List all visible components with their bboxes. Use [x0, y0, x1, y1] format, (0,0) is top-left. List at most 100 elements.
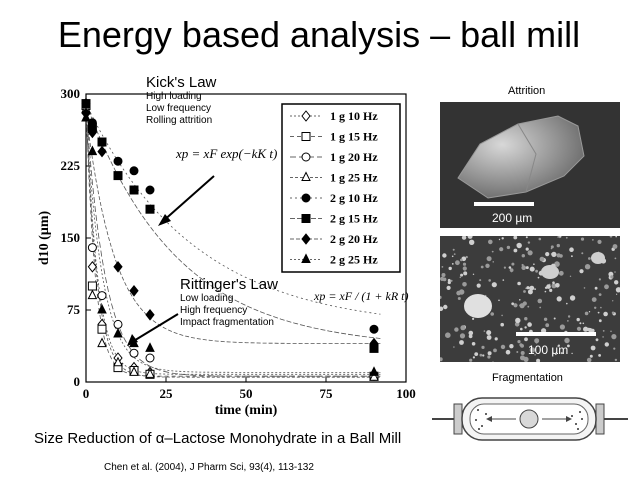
particle	[534, 354, 536, 356]
particle	[533, 263, 535, 265]
particle	[538, 237, 542, 241]
particle	[552, 281, 555, 284]
data-point	[97, 291, 107, 301]
x-axis-label: time (min)	[215, 403, 278, 418]
particle	[441, 273, 446, 277]
kick-heading: Kick's Law	[146, 74, 217, 91]
particle	[488, 279, 491, 282]
particle	[564, 337, 570, 344]
particle	[472, 356, 475, 359]
particle	[581, 252, 584, 255]
particle	[591, 297, 597, 302]
data-point	[301, 171, 311, 181]
particle	[514, 322, 520, 327]
particle	[560, 352, 563, 355]
particle	[517, 281, 521, 286]
fit-curve	[85, 113, 381, 344]
particle	[535, 269, 538, 273]
particle	[549, 288, 553, 292]
particle	[570, 296, 573, 300]
particle	[559, 236, 562, 238]
particle	[571, 255, 573, 258]
kick-line-2: Low frequency	[146, 103, 212, 114]
particle	[498, 299, 500, 302]
ball-mill-diagram	[432, 392, 628, 451]
data-point	[87, 145, 98, 156]
particle	[594, 286, 598, 290]
particle	[472, 273, 475, 275]
particle	[614, 280, 619, 285]
particle	[551, 251, 557, 257]
particle	[576, 326, 582, 331]
particle	[447, 278, 451, 282]
particle	[583, 287, 586, 289]
particle	[597, 239, 602, 244]
series	[81, 111, 379, 376]
legend-label: 1 g 25 Hz	[330, 171, 378, 185]
kick-equation: xp = xF exp(−kK t)	[175, 146, 277, 161]
attrition-scale-label: 200 µm	[492, 211, 532, 225]
particle	[511, 302, 515, 306]
particle	[461, 256, 467, 262]
particle	[459, 276, 462, 279]
particle	[486, 335, 492, 340]
particle	[520, 355, 525, 361]
data-point	[369, 366, 379, 376]
x-tick-label: 100	[396, 386, 416, 401]
particle	[513, 236, 518, 240]
particle	[613, 347, 616, 350]
particle	[545, 323, 550, 328]
legend-label: 2 g 20 Hz	[330, 232, 378, 246]
particle	[524, 317, 528, 321]
particle	[523, 290, 526, 293]
particle	[520, 351, 525, 355]
particle	[452, 248, 455, 251]
rittinger-annotation: Rittinger's Law Low loading High frequen…	[180, 276, 278, 329]
particle	[460, 325, 466, 331]
particle	[509, 344, 514, 349]
particle	[440, 306, 444, 312]
particle	[546, 284, 551, 289]
data-point	[129, 366, 139, 376]
particle	[459, 289, 465, 295]
particle	[459, 333, 466, 339]
particle	[584, 311, 589, 316]
particle	[469, 358, 473, 362]
data-point	[369, 324, 379, 334]
legend-label: 1 g 20 Hz	[330, 150, 378, 164]
rittinger-line-1: Low loading	[180, 293, 234, 304]
particle	[556, 296, 562, 302]
rittinger-line-2: High frequency	[180, 305, 248, 316]
particle	[527, 305, 530, 308]
data-point	[113, 171, 123, 181]
data-point	[97, 137, 107, 147]
data-point	[113, 319, 123, 329]
particle	[556, 243, 560, 248]
data-point	[97, 303, 107, 314]
particle	[586, 327, 591, 332]
particle	[553, 317, 556, 320]
particle	[506, 245, 511, 250]
particle	[479, 279, 482, 282]
particle	[441, 266, 444, 268]
particle	[451, 255, 454, 258]
particle	[494, 337, 498, 341]
data-point	[97, 337, 107, 348]
particle	[511, 271, 513, 273]
particle	[499, 247, 504, 252]
data-point	[301, 110, 311, 122]
particle	[463, 271, 468, 276]
particle	[554, 261, 560, 267]
particle	[483, 330, 486, 332]
data-point	[301, 193, 311, 203]
particle	[469, 239, 475, 245]
particle	[486, 330, 492, 336]
particle	[539, 306, 542, 309]
kick-annotation: Kick's Law High loading Low frequency Ro…	[146, 74, 216, 127]
data-point	[145, 185, 155, 195]
particle	[513, 303, 518, 308]
rittinger-line-3: Impact fragmentation	[180, 317, 274, 328]
particle	[527, 241, 531, 244]
particle	[610, 275, 614, 279]
particle	[537, 276, 540, 279]
